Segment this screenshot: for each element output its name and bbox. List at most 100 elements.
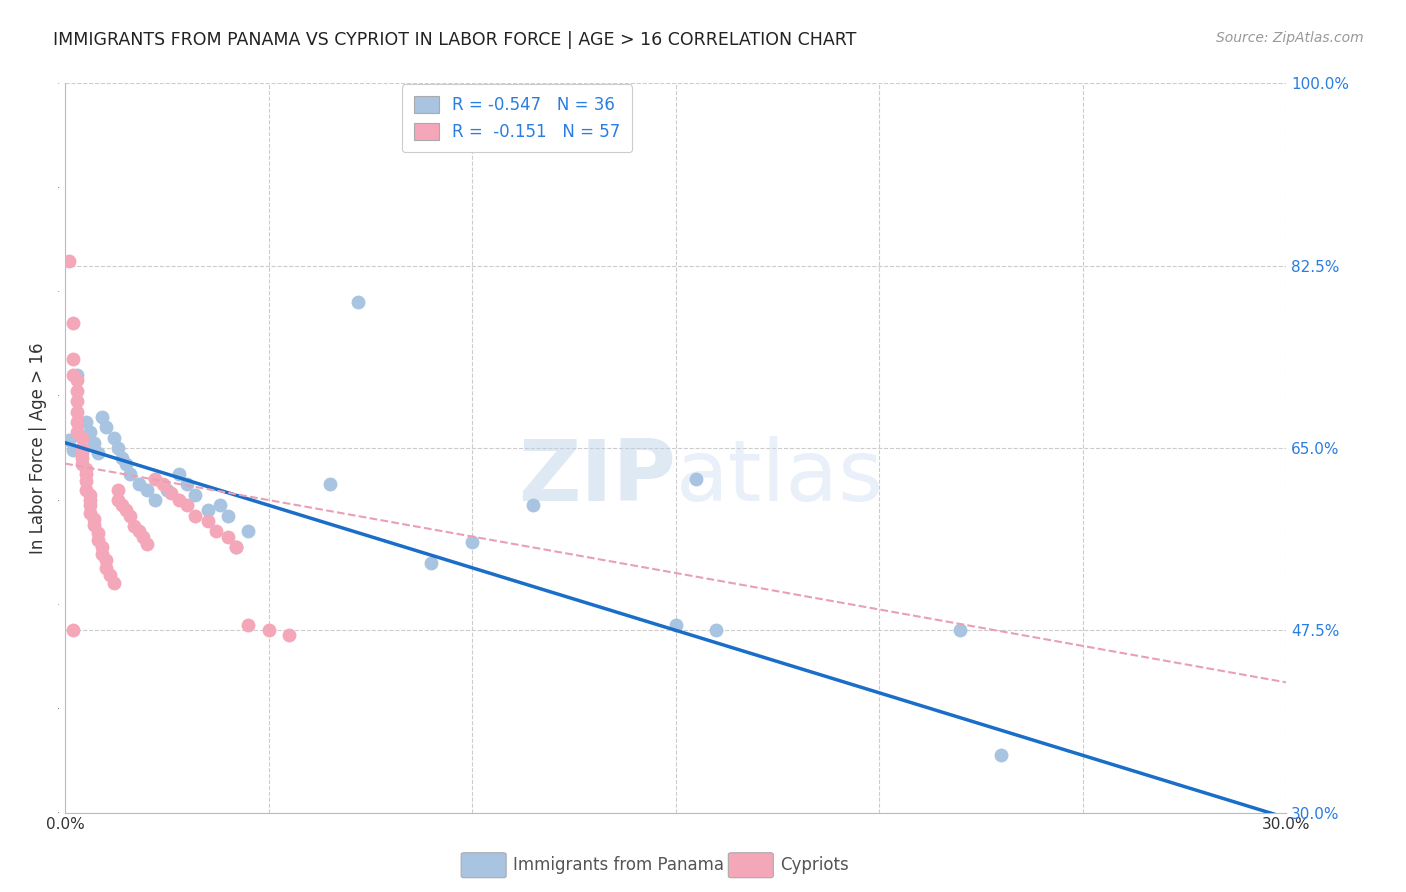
Point	[115, 457, 138, 471]
Text: Immigrants from Panama: Immigrants from Panama	[513, 856, 724, 874]
Point	[111, 498, 134, 512]
Point	[152, 477, 174, 491]
Point	[217, 508, 239, 523]
Text: Cypriots: Cypriots	[780, 856, 849, 874]
Point	[70, 431, 93, 445]
Point	[522, 498, 544, 512]
Point	[83, 435, 105, 450]
Point	[238, 618, 260, 632]
Point	[58, 433, 80, 447]
Point	[90, 540, 112, 554]
Point	[120, 467, 142, 481]
Point	[62, 624, 84, 638]
Point	[184, 508, 207, 523]
Text: IMMIGRANTS FROM PANAMA VS CYPRIOT IN LABOR FORCE | AGE > 16 CORRELATION CHART: IMMIGRANTS FROM PANAMA VS CYPRIOT IN LAB…	[53, 31, 856, 49]
Point	[70, 451, 93, 466]
Point	[62, 352, 84, 367]
Point	[143, 493, 166, 508]
Point	[79, 493, 101, 508]
Point	[347, 295, 370, 310]
Point	[704, 624, 727, 638]
Point	[461, 534, 484, 549]
Legend: R = -0.547   N = 36, R =  -0.151   N = 57: R = -0.547 N = 36, R = -0.151 N = 57	[402, 85, 631, 153]
Point	[197, 503, 219, 517]
Point	[128, 477, 150, 491]
Point	[176, 477, 198, 491]
Point	[167, 467, 190, 481]
Point	[115, 503, 138, 517]
Point	[103, 431, 125, 445]
Point	[75, 415, 97, 429]
Point	[62, 443, 84, 458]
Point	[685, 472, 707, 486]
Point	[225, 540, 247, 554]
Point	[949, 624, 972, 638]
Point	[62, 316, 84, 330]
Point	[75, 467, 97, 481]
Point	[107, 493, 129, 508]
Point	[208, 498, 231, 512]
Point	[87, 526, 110, 541]
Point	[135, 537, 157, 551]
Point	[665, 618, 688, 632]
Point	[257, 624, 280, 638]
Point	[58, 253, 80, 268]
Point	[103, 576, 125, 591]
Point	[238, 524, 260, 539]
Text: Source: ZipAtlas.com: Source: ZipAtlas.com	[1216, 31, 1364, 45]
Point	[70, 457, 93, 471]
Point	[217, 529, 239, 543]
Point	[66, 425, 89, 440]
Point	[197, 514, 219, 528]
Text: atlas: atlas	[676, 435, 883, 518]
Point	[75, 483, 97, 497]
Point	[131, 529, 153, 543]
Point	[205, 524, 228, 539]
Point	[128, 524, 150, 539]
Point	[83, 518, 105, 533]
Point	[87, 533, 110, 547]
Point	[83, 512, 105, 526]
Point	[66, 384, 89, 398]
Point	[94, 420, 117, 434]
Point	[319, 477, 342, 491]
Point	[62, 368, 84, 382]
Point	[124, 519, 146, 533]
Y-axis label: In Labor Force | Age > 16: In Labor Force | Age > 16	[30, 343, 46, 554]
Text: ZIP: ZIP	[517, 435, 676, 518]
Point	[66, 373, 89, 387]
Point	[990, 748, 1012, 763]
Point	[160, 485, 183, 500]
Point	[278, 628, 301, 642]
Point	[143, 472, 166, 486]
Point	[90, 409, 112, 424]
Point	[79, 425, 101, 440]
Point	[70, 441, 93, 455]
Point	[66, 404, 89, 418]
Point	[79, 498, 101, 512]
Point	[94, 561, 117, 575]
Point	[167, 493, 190, 508]
Point	[75, 462, 97, 476]
Point	[90, 547, 112, 561]
Point	[107, 441, 129, 455]
Point	[79, 488, 101, 502]
Point	[94, 553, 117, 567]
Point	[107, 483, 129, 497]
Point	[70, 446, 93, 460]
Point	[184, 488, 207, 502]
Point	[75, 475, 97, 489]
Point	[87, 446, 110, 460]
Point	[66, 415, 89, 429]
Point	[120, 508, 142, 523]
Point	[156, 483, 179, 497]
Point	[98, 568, 121, 582]
Point	[79, 506, 101, 520]
Point	[111, 451, 134, 466]
Point	[66, 394, 89, 409]
Point	[176, 498, 198, 512]
Point	[225, 540, 247, 554]
Point	[135, 483, 157, 497]
Point	[420, 556, 443, 570]
Point	[66, 368, 89, 382]
